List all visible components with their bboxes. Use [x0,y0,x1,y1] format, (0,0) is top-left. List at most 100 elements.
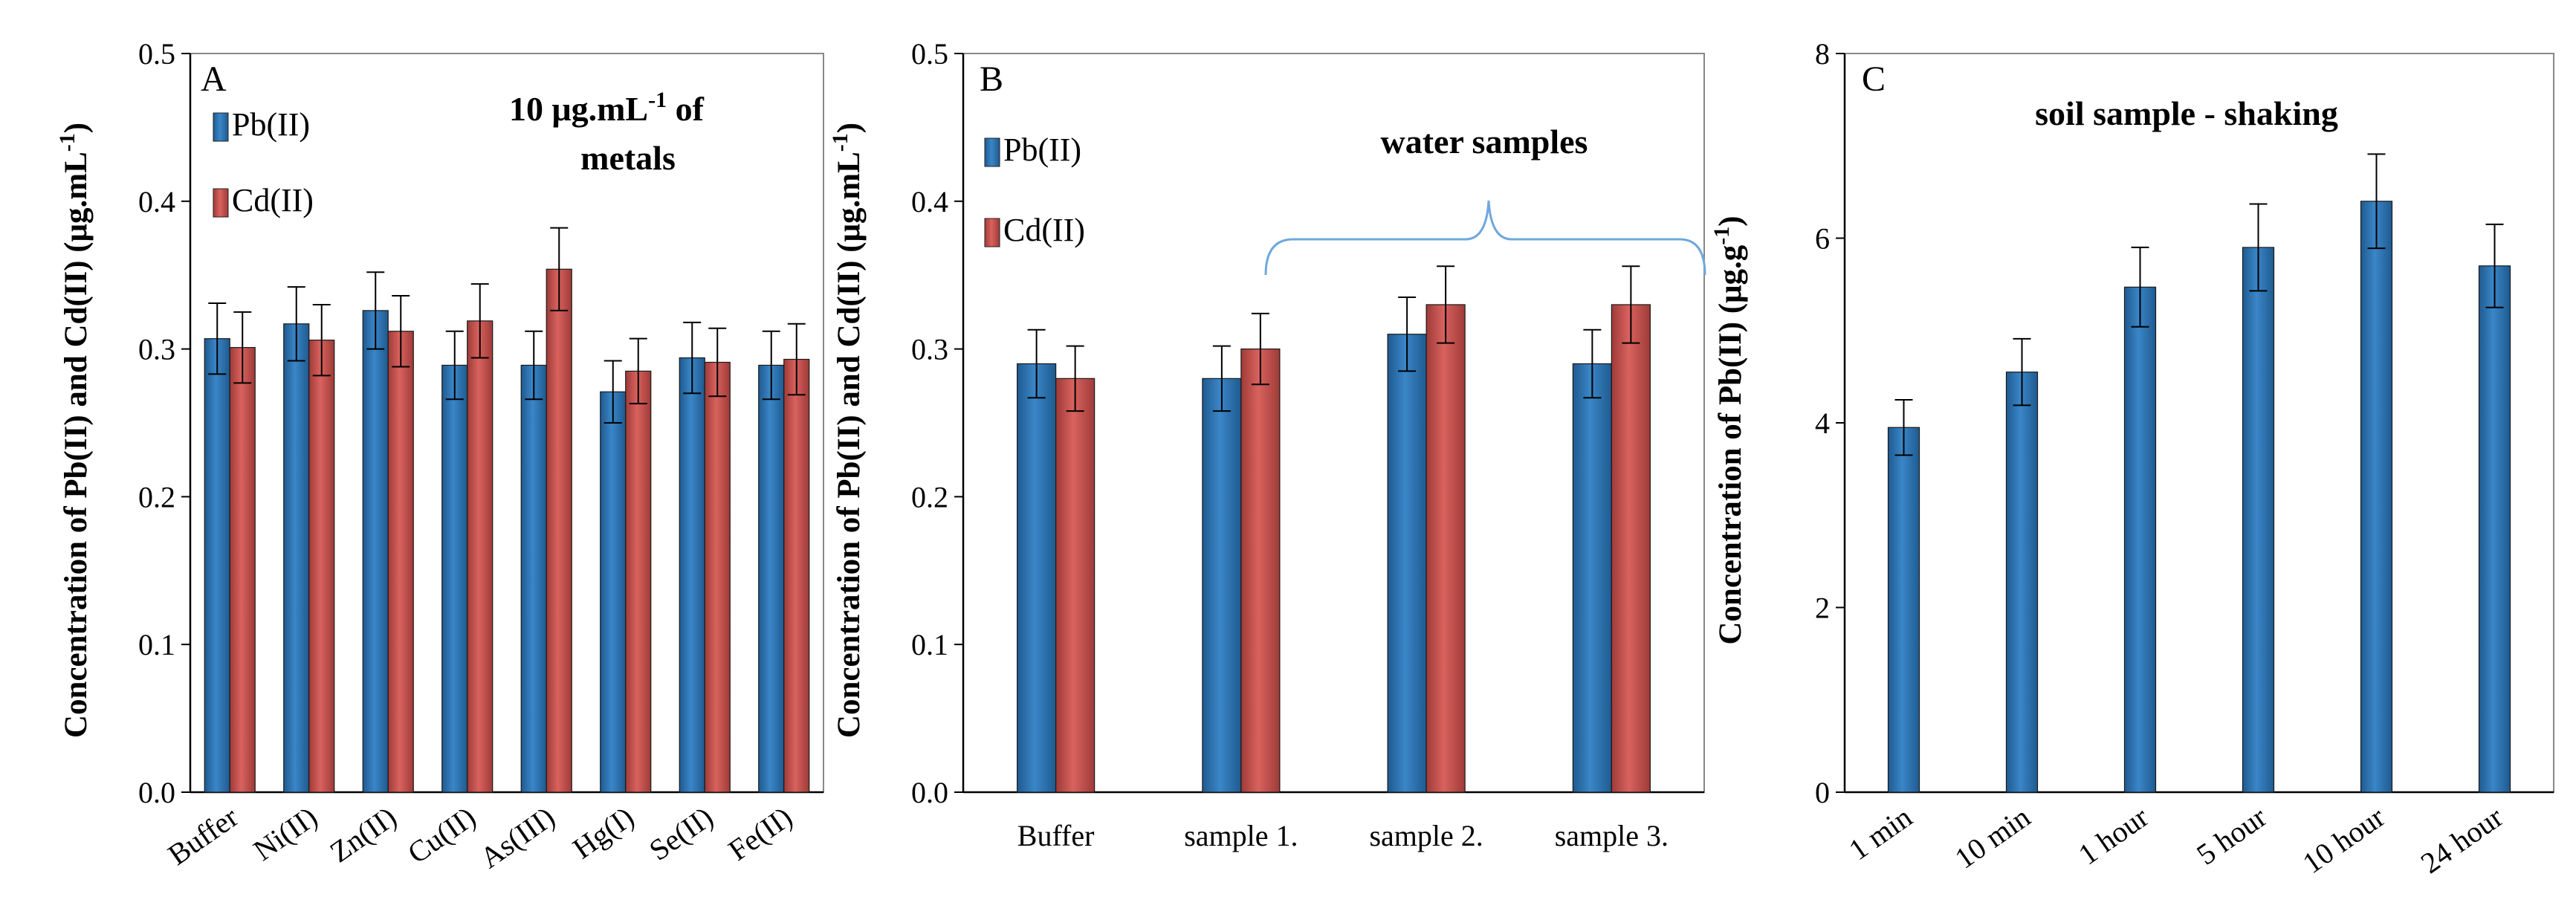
y-tick-label: 0.3 [138,333,175,366]
y-tick-label: 4 [1815,406,1830,440]
annotation-superscript: -1 [648,88,667,112]
bar-Cd(II)-Zn(II) [387,331,414,793]
bar-Cd(II)-Se(II) [704,361,731,793]
bar-Cd(II)-As(III) [546,268,572,793]
legend-item-pb: Pb(II) [1003,132,1081,168]
bar-Pb(II)-sample 2. [1387,334,1427,793]
x-tick-label: Buffer [1017,819,1095,852]
bar-Pb(II)-Buffer [204,338,230,793]
x-tick-label: Fe(II) [722,800,798,867]
y-tick-label: 0.1 [911,628,948,661]
x-tick-label: 1 hour [2072,800,2154,872]
chart-panel-B: 0.0 0.1 0.2 0.3 0.4 0.5 Concentration of Pb(II… [828,37,1706,852]
annotation: water samples [1381,123,1588,161]
bar-Cd(II)-Ni(II) [308,340,335,793]
bar-Cd(II)-Hg(I) [625,370,652,793]
panel-letter: B [980,59,1003,99]
y-tick-label: 0.1 [138,628,175,661]
bar-Pb(II)-sample 1. [1202,378,1242,793]
x-tick-label: sample 3. [1555,819,1669,852]
bar-Pb(II)-Buffer [1017,363,1057,793]
annotation-line-1: 10 μg.mL-1 of [509,88,705,128]
x-tick-label: Zn(II) [324,800,403,869]
bar-Pb(II)-Zn(II) [362,310,389,793]
legend-swatch [984,218,1000,247]
bar-Pb(II)-sample 3. [1572,363,1612,793]
bar-Pb(II)-Fe(II) [758,364,785,793]
bar-Cd(II)-Buffer [229,347,256,793]
y-tick-label: 0.2 [911,480,948,514]
bar-Pb(II)-Cu(II) [441,364,468,793]
y-tick-label: 2 [1815,592,1830,625]
plot-frame [1844,53,2554,793]
panel-letter: A [201,59,227,99]
x-tick-label: Ni(II) [247,800,323,867]
x-tick-label: Buffer [162,800,245,872]
x-tick-label: 10 min [1949,800,2036,875]
y-axis-label-superscript: -1 [1709,227,1734,245]
bar-Pb(II)-Hg(I) [600,391,627,793]
y-axis-label-part: Concentration of Pb(II) and Cd(II) (μg.m… [59,152,94,738]
bar-Pb(II)-1 min [1887,427,1920,793]
y-tick-label: 0.4 [911,185,948,218]
x-tick-label: sample 2. [1369,819,1483,852]
y-tick-label: 0 [1815,776,1830,809]
group-brace [1264,200,1706,276]
y-axis-label-part: Concentration of Pb(II) (μg.g [1713,244,1748,644]
y-tick-label: 0.0 [911,776,948,809]
y-tick-label: 0.5 [911,37,948,71]
x-tick-label: sample 1. [1184,819,1298,852]
annotation-line-2: metals [580,139,676,177]
bar-Cd(II)-Buffer [1055,378,1096,793]
bar-Cd(II)-Cu(II) [467,320,493,793]
y-axis-label: Concentration of Pb(II) and Cd(II) (μg.m… [828,123,867,738]
y-tick-label: 0.0 [138,776,175,809]
bar-Pb(II)-Se(II) [679,357,705,793]
annotation-part: 10 μg.mL [509,90,648,128]
bar-Cd(II)-Fe(II) [783,358,810,793]
annotation-part: of [667,90,705,128]
x-tick-label: As(III) [474,800,561,875]
legend-swatch [213,188,229,218]
bar-Pb(II)-1 hour [2123,286,2157,793]
y-tick-label: 6 [1815,222,1830,256]
y-axis-label-superscript: -1 [828,133,852,152]
bar-Pb(II)-24 hour [2478,265,2511,793]
y-axis-label-superscript: -1 [55,133,80,152]
bar-Pb(II)-5 hour [2242,247,2275,793]
y-tick-label: 0.2 [138,480,175,514]
x-tick-label: Hg(I) [566,800,640,866]
bar-Cd(II)-sample 1. [1240,349,1281,793]
y-tick-label: 8 [1815,37,1830,71]
bar-Pb(II)-10 hour [2360,201,2393,793]
bar-Cd(II)-sample 2. [1425,304,1466,793]
y-tick-label: 0.3 [911,333,948,366]
bar-Pb(II)-10 min [2005,372,2039,793]
y-axis-label: Concentration of Pb(II) and Cd(II) (μg.m… [55,123,94,738]
x-tick-label: 5 hour [2190,800,2272,872]
legend-item-cd: Cd(II) [232,182,314,218]
x-tick-label: 10 hour [2297,800,2391,881]
x-tick-label: 1 min [1842,800,1918,867]
bar-Pb(II)-As(III) [520,364,547,793]
annotation: soil sample - shaking [2035,94,2338,132]
legend-swatch [984,137,1000,167]
x-tick-label: 24 hour [2415,800,2509,881]
y-axis-label: Concentration of Pb(II) (μg.g-1) [1709,216,1748,644]
y-tick-label: 0.4 [138,185,175,218]
chart-panel-C: 0 2 4 6 8 Concentration of Pb(II) (μg.g-1) C 1 … [1709,37,2554,880]
chart-panel-A: 0.0 0.1 0.2 0.3 0.4 0.5 Concentration of Pb(II… [55,37,824,875]
legend-swatch [213,112,229,142]
y-axis-label-part: Concentration of Pb(II) and Cd(II) (μg.m… [832,152,867,738]
y-axis-label-part: ) [832,123,867,133]
x-tick-label: Se(II) [643,800,719,867]
y-axis-label-part: ) [59,123,94,133]
legend-item-cd: Cd(II) [1003,212,1085,248]
x-tick-label: Cu(II) [401,800,482,870]
legend-item-pb: Pb(II) [232,106,310,143]
bar-Cd(II)-sample 3. [1611,304,1651,793]
bar-Pb(II)-Ni(II) [283,323,310,793]
y-axis-label-part: ) [1713,216,1748,226]
panel-letter: C [1862,59,1886,99]
